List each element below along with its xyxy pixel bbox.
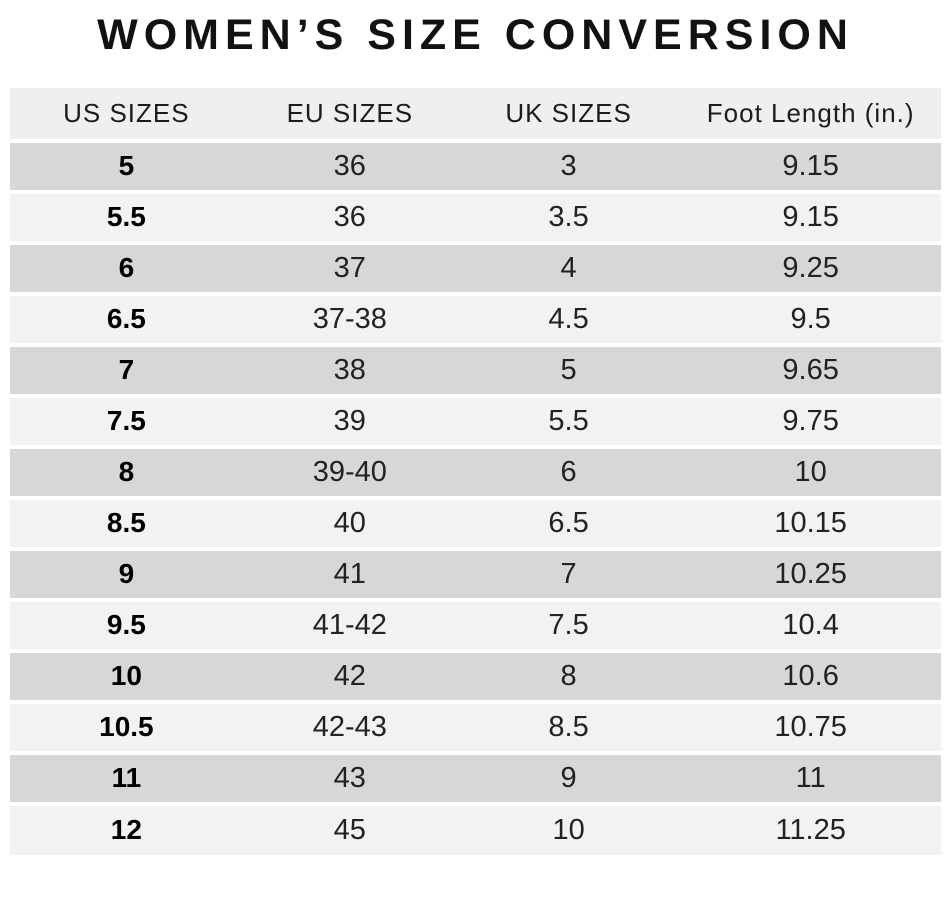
table-cell: 5.5 bbox=[10, 189, 243, 243]
table-cell: 43 bbox=[242, 750, 457, 804]
table-row: 7.5 39 5.5 9.75 bbox=[10, 393, 941, 447]
table-cell: 37-38 bbox=[242, 291, 457, 345]
table-cell: 36 bbox=[242, 189, 457, 243]
table-cell: 9.65 bbox=[680, 342, 941, 396]
table-cell: 9.15 bbox=[680, 189, 941, 243]
table-row: 5.5 36 3.5 9.15 bbox=[10, 189, 941, 243]
table-cell: 41 bbox=[242, 546, 457, 600]
table-cell: 3.5 bbox=[456, 189, 681, 243]
conversion-table: US SIZES EU SIZES UK SIZES Foot Length (in.… bbox=[10, 87, 941, 855]
table-cell: 4 bbox=[456, 240, 681, 294]
table-cell: 39-40 bbox=[242, 444, 457, 498]
table-cell: 9.75 bbox=[680, 393, 941, 447]
table-cell: 6 bbox=[10, 240, 243, 294]
table-cell: 9.25 bbox=[680, 240, 941, 294]
table-cell: 8 bbox=[456, 648, 681, 702]
table-cell: 12 bbox=[10, 801, 243, 855]
table-cell: 7.5 bbox=[10, 393, 243, 447]
table-cell: 11 bbox=[680, 750, 941, 804]
table-cell: 5 bbox=[456, 342, 681, 396]
header-row: US SIZES EU SIZES UK SIZES Foot Length (in.… bbox=[10, 87, 941, 141]
table-row: 12 45 10 11.25 bbox=[10, 801, 941, 855]
table-cell: 39 bbox=[242, 393, 457, 447]
table-row: 9.5 41-42 7.5 10.4 bbox=[10, 597, 941, 651]
table-cell: 42 bbox=[242, 648, 457, 702]
column-header: UK SIZES bbox=[456, 87, 681, 141]
table-cell: 9.5 bbox=[680, 291, 941, 345]
table-row: 10 42 8 10.6 bbox=[10, 648, 941, 702]
table-cell: 42-43 bbox=[242, 699, 457, 753]
table-cell: 10.6 bbox=[680, 648, 941, 702]
table-cell: 9 bbox=[10, 546, 243, 600]
table-row: 5 36 3 9.15 bbox=[10, 138, 941, 192]
table-cell: 38 bbox=[242, 342, 457, 396]
page-title: WOMEN’S SIZE CONVERSION bbox=[97, 11, 854, 59]
table-row: 9 41 7 10.25 bbox=[10, 546, 941, 600]
table-cell: 6.5 bbox=[456, 495, 681, 549]
table-header: US SIZES EU SIZES UK SIZES Foot Length (in.… bbox=[10, 87, 941, 141]
table-row: 6.5 37-38 4.5 9.5 bbox=[10, 291, 941, 345]
column-header: Foot Length (in.) bbox=[680, 87, 941, 141]
size-conversion-page: WOMEN’S SIZE CONVERSION US SIZES EU SIZES… bbox=[0, 10, 951, 917]
table-cell: 5 bbox=[10, 138, 243, 192]
table-row: 10.5 42-43 8.5 10.75 bbox=[10, 699, 941, 753]
table-cell: 10.25 bbox=[680, 546, 941, 600]
table-cell: 8 bbox=[10, 444, 243, 498]
table-cell: 10.15 bbox=[680, 495, 941, 549]
table-cell: 36 bbox=[242, 138, 457, 192]
table-cell: 8.5 bbox=[10, 495, 243, 549]
table-cell: 7.5 bbox=[456, 597, 681, 651]
column-header: US SIZES bbox=[10, 87, 243, 141]
table-cell: 10 bbox=[10, 648, 243, 702]
table-row: 7 38 5 9.65 bbox=[10, 342, 941, 396]
table-row: 8.5 40 6.5 10.15 bbox=[10, 495, 941, 549]
table-cell: 3 bbox=[456, 138, 681, 192]
table-cell: 11.25 bbox=[680, 801, 941, 855]
table-cell: 10.75 bbox=[680, 699, 941, 753]
table-row: 6 37 4 9.25 bbox=[10, 240, 941, 294]
table-cell: 10.4 bbox=[680, 597, 941, 651]
table-cell: 10 bbox=[456, 801, 681, 855]
table-cell: 7 bbox=[456, 546, 681, 600]
table-cell: 10 bbox=[680, 444, 941, 498]
table-cell: 8.5 bbox=[456, 699, 681, 753]
table-cell: 5.5 bbox=[456, 393, 681, 447]
table-body: 5 36 3 9.15 5.5 36 3.5 9.15 6 37 4 9.25 6.5 37-38 4.5 9… bbox=[10, 138, 941, 855]
table-cell: 41-42 bbox=[242, 597, 457, 651]
table-cell: 37 bbox=[242, 240, 457, 294]
table-row: 11 43 9 11 bbox=[10, 750, 941, 804]
table-cell: 6.5 bbox=[10, 291, 243, 345]
table-cell: 9.15 bbox=[680, 138, 941, 192]
table-row: 8 39-40 6 10 bbox=[10, 444, 941, 498]
table-cell: 11 bbox=[10, 750, 243, 804]
table-cell: 6 bbox=[456, 444, 681, 498]
table-cell: 10.5 bbox=[10, 699, 243, 753]
table-cell: 7 bbox=[10, 342, 243, 396]
table-cell: 4.5 bbox=[456, 291, 681, 345]
column-header: EU SIZES bbox=[242, 87, 457, 141]
table-cell: 9.5 bbox=[10, 597, 243, 651]
table-cell: 45 bbox=[242, 801, 457, 855]
table-cell: 9 bbox=[456, 750, 681, 804]
table-cell: 40 bbox=[242, 495, 457, 549]
